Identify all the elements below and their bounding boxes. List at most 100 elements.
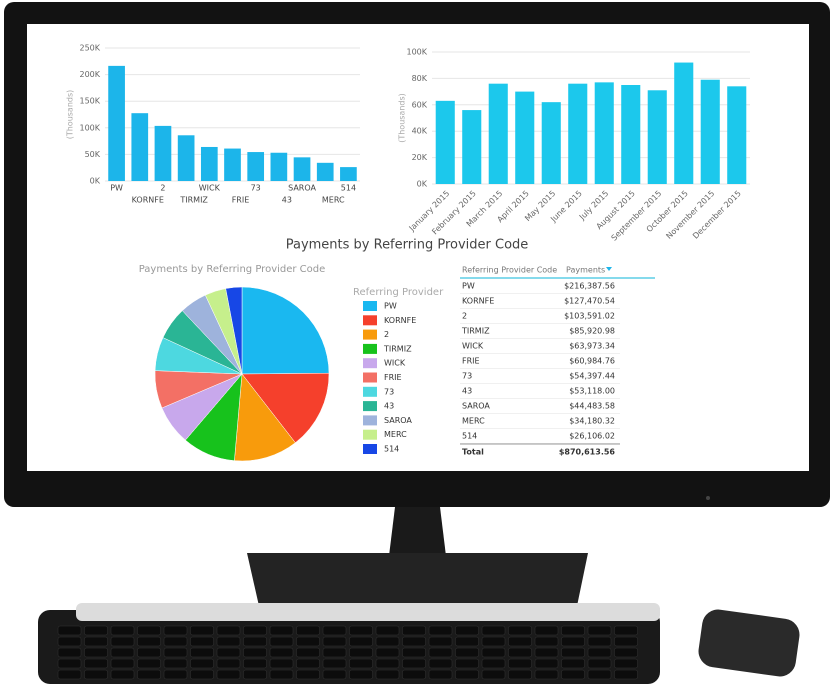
key <box>402 647 426 658</box>
key <box>137 647 161 658</box>
table-cell: 2 <box>462 312 467 321</box>
key <box>110 658 135 669</box>
key <box>269 625 294 636</box>
key <box>455 636 479 647</box>
key <box>587 658 612 669</box>
key <box>216 636 241 647</box>
key <box>110 647 135 658</box>
key <box>216 669 241 680</box>
legend-swatch <box>363 358 377 369</box>
key <box>375 669 400 680</box>
pie-slice <box>234 373 296 462</box>
table-cell: PW <box>462 282 475 291</box>
table-cell: 73 <box>462 372 472 381</box>
key <box>322 658 347 669</box>
stand-neck <box>389 507 446 556</box>
table-cell: 43 <box>462 387 472 396</box>
key <box>243 636 267 647</box>
bar <box>340 167 357 181</box>
legend-swatch <box>363 444 377 454</box>
stand-base <box>247 553 588 606</box>
table-cell: FRIE <box>462 357 480 366</box>
table-cell: $60,984.76 <box>569 357 615 366</box>
x-tick-label: 514 <box>341 184 356 193</box>
table-cell: $53,118.00 <box>569 387 615 396</box>
table-cell: KORNFE <box>462 297 494 306</box>
legend-label: PW <box>384 302 397 311</box>
table-cell: $85,920.98 <box>569 327 615 336</box>
table-cell: $127,470.54 <box>564 297 615 306</box>
key <box>614 636 638 647</box>
key <box>481 636 506 647</box>
table-cell: TIRMIZ <box>461 327 490 336</box>
bar <box>435 100 455 184</box>
key <box>163 669 188 680</box>
key <box>163 625 188 636</box>
key <box>243 669 267 680</box>
key <box>508 658 532 669</box>
table-cell: 514 <box>462 432 477 441</box>
key <box>534 647 559 658</box>
legend-label: KORNFE <box>384 316 416 325</box>
power-led <box>706 496 710 500</box>
table-total: $870,613.56 <box>559 448 616 457</box>
pie-slice <box>241 372 330 444</box>
key <box>587 625 612 636</box>
key <box>84 647 108 658</box>
key <box>455 658 479 669</box>
key <box>349 625 373 636</box>
key <box>481 669 506 680</box>
bar <box>568 83 588 184</box>
bar <box>594 82 614 184</box>
key <box>508 669 532 680</box>
bar <box>316 162 334 181</box>
key <box>57 658 82 669</box>
key <box>243 647 267 658</box>
key <box>375 636 400 647</box>
key <box>428 658 453 669</box>
key <box>587 636 612 647</box>
key <box>322 669 347 680</box>
key <box>561 647 585 658</box>
key <box>110 636 135 647</box>
y-tick-label: 100K <box>406 48 427 57</box>
legend-label: 43 <box>384 402 394 411</box>
legend-swatch <box>363 386 377 397</box>
key <box>269 658 294 669</box>
key <box>57 636 82 647</box>
pie-slice <box>241 286 330 375</box>
y-axis-title: (Thousands) <box>66 90 75 140</box>
legend-swatch <box>363 372 377 383</box>
y-tick-label: 80K <box>412 74 428 83</box>
key <box>57 647 82 658</box>
key <box>402 625 426 636</box>
bar <box>541 102 561 184</box>
table-cell: $103,591.02 <box>564 312 615 321</box>
key <box>322 636 347 647</box>
key <box>349 658 373 669</box>
y-tick-label: 20K <box>412 153 428 162</box>
table-cell: $63,973.34 <box>569 342 615 351</box>
y-tick-label: 0K <box>417 180 428 189</box>
key <box>84 625 108 636</box>
x-tick-label: KORNFE <box>132 196 164 205</box>
key <box>190 647 214 658</box>
key <box>508 647 532 658</box>
bar <box>270 152 288 181</box>
key <box>84 636 108 647</box>
key <box>349 636 373 647</box>
legend-swatch <box>363 429 377 440</box>
pie-slice <box>225 286 243 375</box>
key <box>296 636 320 647</box>
key <box>269 636 294 647</box>
bar <box>727 86 747 184</box>
x-tick-label: FRIE <box>232 196 250 205</box>
legend-label: FRIE <box>384 373 402 382</box>
bar <box>247 152 265 181</box>
table-header: Referring Provider Code <box>462 266 557 275</box>
bar <box>131 113 149 181</box>
key <box>614 669 638 680</box>
key <box>561 625 585 636</box>
key <box>110 669 135 680</box>
legend-title: Referring Provider Code <box>353 287 472 298</box>
